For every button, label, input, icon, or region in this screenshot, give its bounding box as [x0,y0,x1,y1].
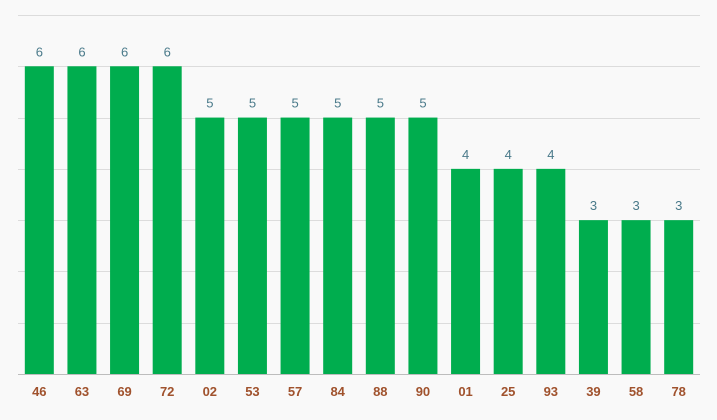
bar[interactable] [195,117,225,375]
bar-value-label: 5 [249,96,256,111]
bar-value-label: 6 [164,44,171,59]
x-tick-label: 63 [75,384,89,399]
bar-value-label: 3 [675,198,682,213]
bar[interactable] [67,66,97,375]
x-tick-label: 53 [245,384,259,399]
x-tick-labels: 46 63 69 72 02 53 57 84 88 90 01 25 93 39 58 78 [32,384,686,399]
x-tick-label: 01 [458,384,472,399]
x-tick-label: 78 [671,384,685,399]
bar[interactable] [536,168,566,374]
x-tick-label: 72 [160,384,174,399]
bar[interactable] [365,117,395,375]
x-tick-label: 90 [416,384,430,399]
bar-value-label: 5 [419,96,426,111]
bar[interactable] [408,117,438,375]
bar-value-label: 5 [334,96,341,111]
bar[interactable] [152,66,182,375]
x-tick-label: 25 [501,384,515,399]
bar[interactable] [237,117,267,375]
bar-value-label: 6 [36,44,43,59]
bar-value-label: 3 [632,198,639,213]
bar[interactable] [110,66,140,375]
bar[interactable] [323,117,353,375]
x-tick-label: 93 [544,384,558,399]
bar-value-label: 5 [291,96,298,111]
bar-value-label: 5 [206,96,213,111]
x-tick-label: 69 [117,384,131,399]
x-tick-label: 46 [32,384,46,399]
bar-value-label: 4 [462,147,469,162]
bar-value-label: 4 [505,147,512,162]
bar-value-label: 5 [377,96,384,111]
bar-value-label: 3 [590,198,597,213]
bar[interactable] [578,220,608,374]
x-tick-label: 88 [373,384,387,399]
bar-value-label: 4 [547,147,554,162]
bar[interactable] [451,168,481,374]
bar[interactable] [664,220,694,374]
x-tick-label: 84 [330,384,345,399]
x-tick-label: 02 [203,384,217,399]
bar[interactable] [493,168,523,374]
bar-value-label: 6 [78,44,85,59]
value-labels: 6 6 6 6 5 5 5 5 5 5 4 4 4 3 3 3 [36,44,683,213]
x-tick-label: 39 [586,384,600,399]
x-tick-label: 57 [288,384,302,399]
bar-value-label: 6 [121,44,128,59]
x-tick-label: 58 [629,384,643,399]
bar[interactable] [621,220,651,374]
bar[interactable] [280,117,310,375]
bars [24,66,694,375]
bar[interactable] [24,66,54,375]
